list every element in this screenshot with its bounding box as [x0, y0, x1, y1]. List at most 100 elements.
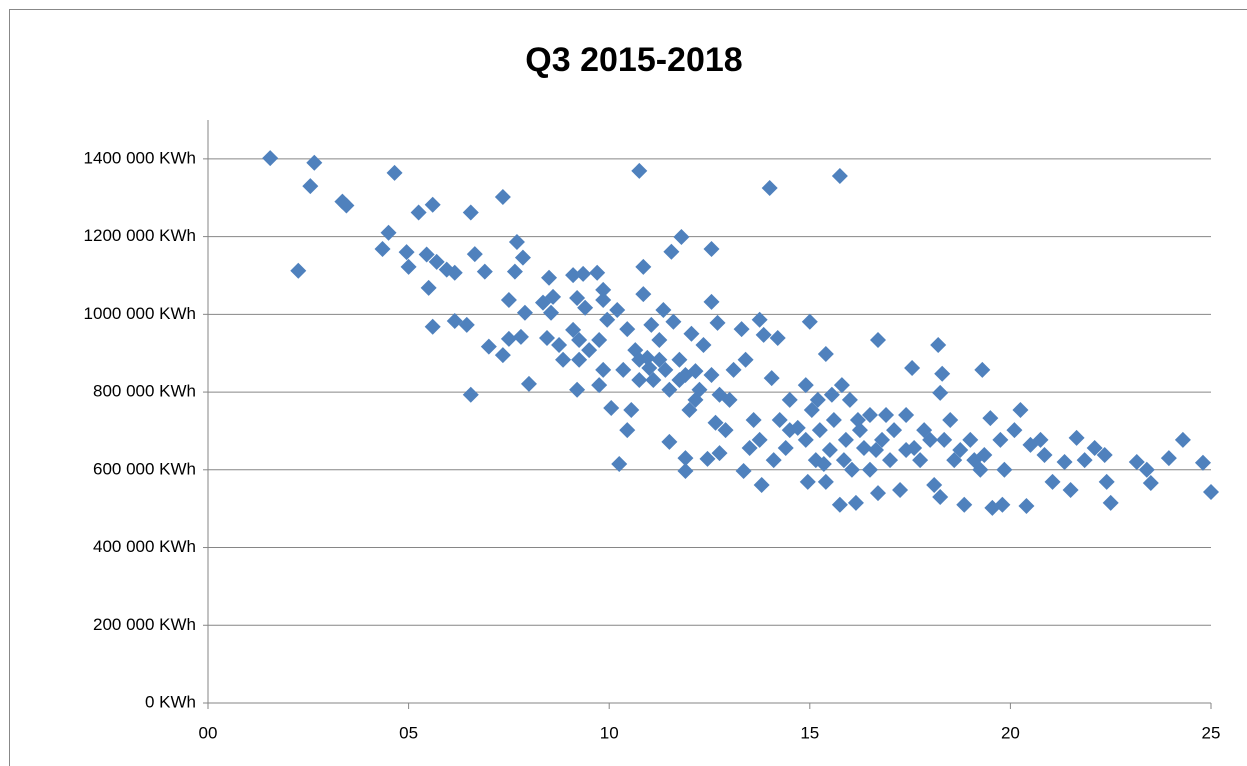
point [420, 279, 437, 296]
point [703, 241, 720, 258]
point [932, 384, 949, 401]
point [753, 476, 770, 493]
point [867, 441, 884, 458]
point [591, 331, 608, 348]
point [500, 291, 517, 308]
point [898, 406, 915, 423]
point [769, 330, 786, 347]
point [717, 422, 734, 439]
point [996, 461, 1013, 478]
point [861, 406, 878, 423]
point [306, 154, 323, 171]
point [755, 326, 772, 343]
point [695, 337, 712, 354]
point [661, 433, 678, 450]
point [599, 311, 616, 328]
point [591, 377, 608, 394]
point [681, 401, 698, 418]
point [569, 381, 586, 398]
point [962, 431, 979, 448]
point [514, 249, 531, 266]
point [703, 366, 720, 383]
point [494, 347, 511, 364]
point [631, 351, 648, 368]
point [418, 246, 435, 263]
y-tick-label: 600 000 KWh [93, 459, 196, 478]
point [571, 351, 588, 368]
point [982, 410, 999, 427]
point [847, 494, 864, 511]
point [1096, 447, 1113, 464]
point [1194, 454, 1211, 471]
point [851, 422, 868, 439]
point [735, 462, 752, 479]
point [878, 406, 895, 423]
point [737, 351, 754, 368]
point [657, 361, 674, 378]
y-tick-label: 1200 000 KWh [84, 226, 196, 245]
point [577, 299, 594, 316]
point [1142, 475, 1159, 492]
point [709, 314, 726, 331]
point [687, 391, 704, 408]
point [761, 180, 778, 197]
point [825, 412, 842, 429]
point [807, 452, 824, 469]
y-tick-label: 0 KWh [145, 692, 196, 711]
point [861, 461, 878, 478]
point [745, 412, 762, 429]
point [655, 302, 672, 319]
point [942, 412, 959, 429]
point [462, 204, 479, 221]
point [551, 337, 568, 354]
chart-title: Q3 2015-2018 [525, 41, 742, 79]
point [565, 321, 582, 338]
point [687, 363, 704, 380]
point [831, 167, 848, 184]
point [555, 351, 572, 368]
y-tick-label: 400 000 KWh [93, 537, 196, 556]
point [569, 290, 586, 307]
point [912, 452, 929, 469]
point [595, 361, 612, 378]
point [733, 321, 750, 338]
point [817, 473, 834, 490]
point [803, 401, 820, 418]
point [458, 316, 475, 333]
point [781, 391, 798, 408]
point [870, 485, 887, 502]
y-tick-label: 200 000 KWh [93, 615, 196, 634]
point [1174, 431, 1191, 448]
point [424, 196, 441, 213]
point [476, 263, 493, 280]
point [545, 288, 562, 305]
point [703, 293, 720, 310]
point [974, 361, 991, 378]
point [575, 265, 592, 282]
point [609, 302, 626, 319]
point [466, 246, 483, 263]
point [1056, 454, 1073, 471]
point [1102, 494, 1119, 511]
point [631, 162, 648, 179]
point [615, 361, 632, 378]
point [930, 337, 947, 354]
point [623, 401, 640, 418]
point [1018, 497, 1035, 514]
point [506, 263, 523, 280]
point [539, 330, 556, 347]
point [398, 244, 415, 261]
point [886, 422, 903, 439]
point [821, 441, 838, 458]
point [651, 351, 668, 368]
point [494, 188, 511, 205]
point [799, 473, 816, 490]
point [462, 386, 479, 403]
point [589, 264, 606, 281]
point [677, 462, 694, 479]
point [581, 342, 598, 359]
point [1032, 431, 1049, 448]
point [994, 496, 1011, 513]
